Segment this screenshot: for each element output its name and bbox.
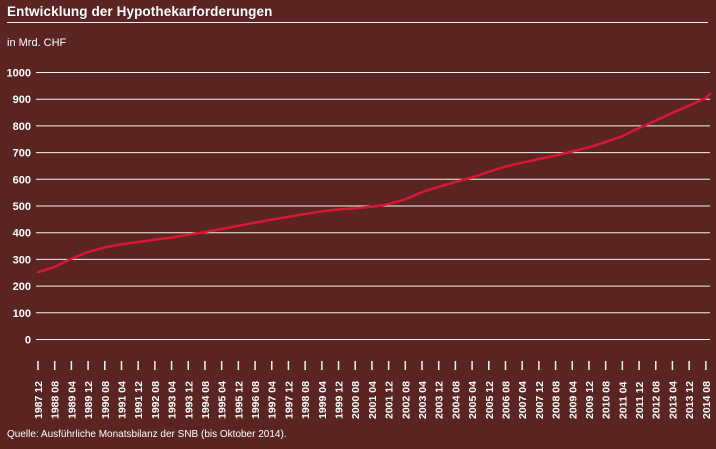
x-tick-label: 1991 12 bbox=[133, 381, 145, 419]
y-tick-label: 1000 bbox=[7, 68, 31, 80]
x-tick-label: 2001 12 bbox=[384, 381, 396, 419]
y-tick-label: 600 bbox=[13, 174, 31, 186]
y-tick-label: 300 bbox=[13, 254, 31, 266]
y-tick-label: 400 bbox=[13, 228, 31, 240]
x-tick-label: 2014 08 bbox=[701, 381, 713, 419]
x-tick-label: 2010 08 bbox=[601, 381, 613, 419]
source-note: Quelle: Ausführliche Monatsbilanz der SN… bbox=[7, 429, 287, 440]
x-axis-labels: 1987 12 1988 08 1989 04 1989 12 1990 08 1991 … bbox=[33, 381, 713, 419]
y-tick-label: 900 bbox=[13, 94, 31, 106]
y-tick-label: 500 bbox=[13, 201, 31, 213]
x-tick-label: 1991 04 bbox=[116, 381, 128, 419]
x-tick-label: 2013 04 bbox=[667, 381, 679, 419]
x-tick-label: 1999 12 bbox=[334, 381, 346, 419]
x-tick-label: 2001 04 bbox=[367, 381, 379, 419]
data-line bbox=[36, 92, 712, 274]
y-axis-labels: 0 100 200 300 400 500 600 700 800 900 1000 bbox=[7, 68, 31, 347]
y-tick-label: 100 bbox=[13, 308, 31, 320]
x-tick-label: 1999 04 bbox=[317, 381, 329, 419]
x-tick-label: 1993 12 bbox=[183, 381, 195, 419]
x-tick-label: 1998 08 bbox=[300, 381, 312, 419]
x-tick-label: 2000 08 bbox=[350, 381, 362, 419]
x-tick-label: 1995 04 bbox=[217, 381, 229, 419]
x-tick-label: 2007 04 bbox=[517, 381, 529, 419]
x-tick-label: 1997 12 bbox=[283, 381, 295, 419]
unit-label: in Mrd. CHF bbox=[7, 37, 67, 49]
x-tick-label: 1994 08 bbox=[200, 381, 212, 419]
x-tick-label: 2011 04 bbox=[617, 381, 629, 419]
y-tick-label: 700 bbox=[13, 148, 31, 160]
chart-title: Entwicklung der Hypothekarforderungen bbox=[7, 4, 273, 19]
x-tick-label: 2008 08 bbox=[551, 381, 563, 419]
x-tick-label: 2013 12 bbox=[684, 381, 696, 419]
x-tick-label: 2012 08 bbox=[651, 381, 663, 419]
x-tick-label: 1987 12 bbox=[33, 381, 45, 419]
x-tick-label: 1989 12 bbox=[83, 381, 95, 419]
y-tick-label: 200 bbox=[13, 281, 31, 293]
x-tick-label: 2004 08 bbox=[450, 381, 462, 419]
x-tick-label: 1989 04 bbox=[66, 381, 78, 419]
x-tick-label: 2011 12 bbox=[634, 381, 646, 419]
x-tick-label: 2002 08 bbox=[400, 381, 412, 419]
x-tick-label: 2005 04 bbox=[467, 381, 479, 419]
x-tick-label: 1988 08 bbox=[50, 381, 62, 419]
x-tick-label: 1992 08 bbox=[150, 381, 162, 419]
x-tick-label: 1997 04 bbox=[267, 381, 279, 419]
grid-lines bbox=[36, 72, 710, 340]
x-tick-label: 1990 08 bbox=[100, 381, 112, 419]
y-tick-label: 800 bbox=[13, 121, 31, 133]
x-tick-label: 2003 04 bbox=[417, 381, 429, 419]
x-axis-ticks bbox=[37, 361, 707, 370]
y-tick-label: 0 bbox=[25, 335, 31, 347]
x-tick-label: 2009 12 bbox=[584, 381, 596, 419]
x-tick-label: 2007 12 bbox=[534, 381, 546, 419]
x-tick-label: 1995 12 bbox=[233, 381, 245, 419]
x-tick-label: 1996 08 bbox=[250, 381, 262, 419]
x-tick-label: 2009 04 bbox=[567, 381, 579, 419]
x-tick-label: 2006 08 bbox=[500, 381, 512, 419]
x-tick-label: 2005 12 bbox=[484, 381, 496, 419]
x-tick-label: 2003 12 bbox=[434, 381, 446, 419]
x-tick-label: 1993 04 bbox=[167, 381, 179, 419]
title-underline bbox=[7, 22, 708, 23]
